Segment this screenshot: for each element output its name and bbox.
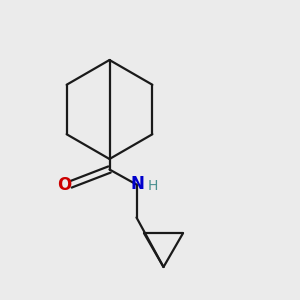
Text: H: H	[148, 179, 158, 193]
Text: N: N	[130, 175, 144, 193]
Text: O: O	[57, 176, 71, 194]
